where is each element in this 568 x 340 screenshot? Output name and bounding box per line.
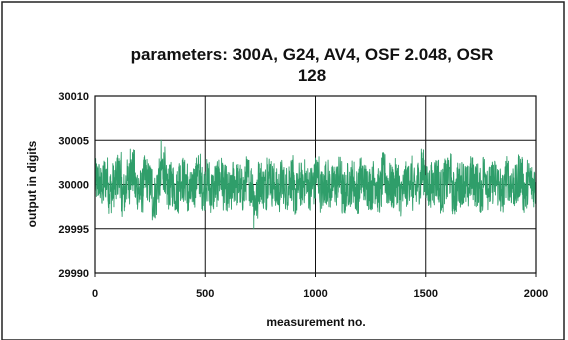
series-layer — [94, 139, 537, 230]
x-tick-label: 1500 — [414, 288, 438, 300]
axes: 29990 29995 30000 30005 30010 0 500 1000 1500 200… — [58, 91, 548, 300]
x-tick-label: 0 — [92, 288, 98, 300]
y-tick-label: 29990 — [58, 268, 89, 280]
x-tick-label: 500 — [196, 288, 214, 300]
plot-area-border — [94, 95, 537, 274]
x-tick-label: 1000 — [303, 288, 327, 300]
x-axis-label: measurement no. — [266, 315, 365, 329]
x-tick-label: 2000 — [524, 288, 548, 300]
series-line — [94, 139, 537, 230]
y-tick-label: 30005 — [58, 135, 89, 147]
y-tick-label: 30010 — [58, 91, 89, 103]
y-tick-label: 29995 — [58, 224, 89, 236]
chart-title-line2: 128 — [298, 66, 326, 85]
y-tick-label: 30000 — [58, 180, 89, 192]
chart-title-line1: parameters: 300A, G24, AV4, OSF 2.048, O… — [131, 45, 494, 64]
y-axis-label: output in digits — [25, 140, 39, 227]
